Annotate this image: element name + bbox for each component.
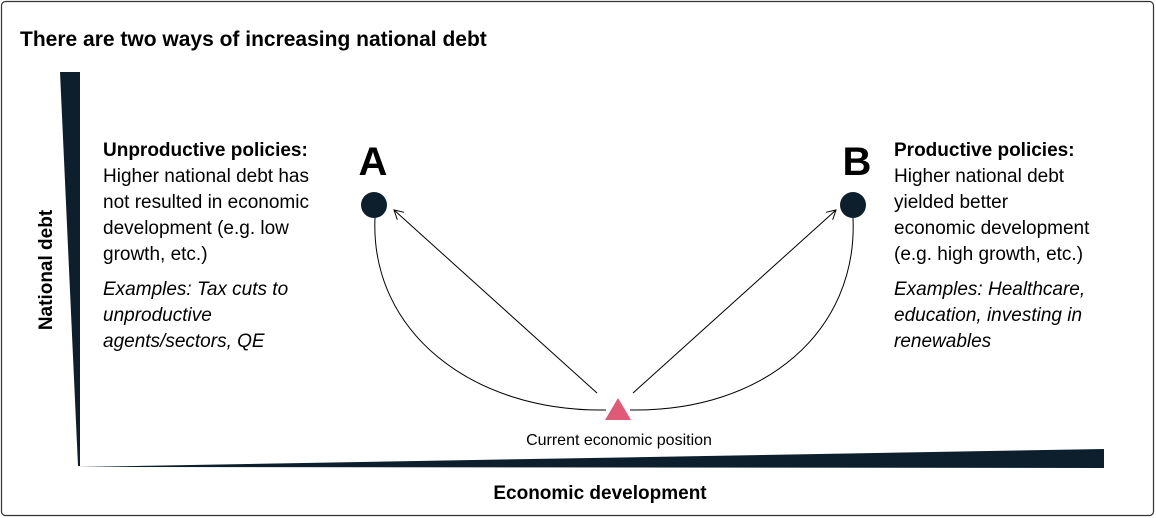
- point-heading: Unproductive policies:: [103, 140, 308, 161]
- arrow: [393, 209, 598, 394]
- current-label: Current economic position: [526, 432, 712, 449]
- y-axis-label: National debt: [36, 209, 57, 330]
- point-body: Higher national debt has: [103, 166, 309, 187]
- point-label: A: [359, 140, 388, 184]
- curve: [374, 217, 607, 411]
- point-b: [840, 192, 866, 218]
- x-axis-label: Economic development: [493, 483, 707, 504]
- y-axis: [60, 72, 80, 466]
- point-heading: Productive policies:: [894, 140, 1075, 161]
- arrow: [632, 209, 837, 394]
- point-body: development (e.g. low: [103, 218, 289, 239]
- point-examples: Examples: Healthcare,: [894, 279, 1085, 300]
- point-body: Higher national debt: [894, 166, 1065, 187]
- current-marker: [605, 398, 631, 420]
- point-examples: agents/sectors, QE: [103, 331, 265, 352]
- title: There are two ways of increasing nationa…: [20, 28, 487, 51]
- curve: [629, 217, 854, 411]
- x-axis: [76, 449, 1104, 468]
- point-examples: unproductive: [103, 305, 212, 326]
- point-body: economic development: [894, 218, 1090, 239]
- point-body: (e.g. high growth, etc.): [894, 244, 1083, 265]
- point-body: not resulted in economic: [103, 192, 309, 213]
- point-body: yielded better: [894, 192, 1009, 213]
- point-body: growth, etc.): [103, 244, 208, 265]
- point-examples: renewables: [894, 331, 992, 352]
- point-examples: Examples: Tax cuts to: [103, 279, 288, 300]
- point-a: [361, 192, 387, 218]
- point-label: B: [843, 140, 872, 184]
- point-examples: education, investing in: [894, 305, 1082, 326]
